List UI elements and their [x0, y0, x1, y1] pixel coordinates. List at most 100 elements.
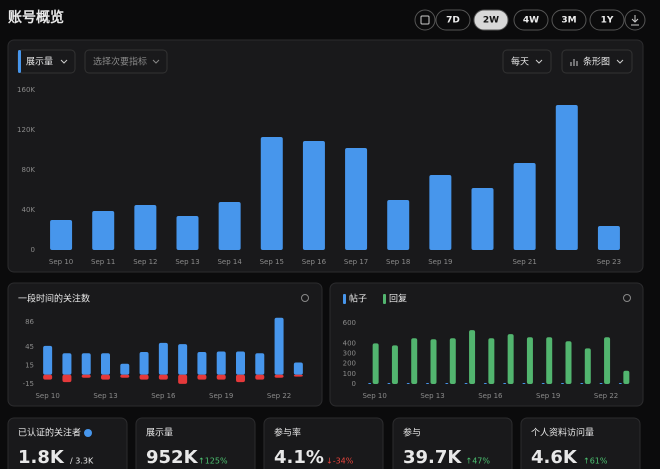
- secondary-metric-select[interactable]: 选择次要指标: [84, 49, 168, 74]
- legend-label: 回复: [389, 293, 407, 305]
- y-tick-label: 15: [25, 362, 34, 370]
- bar: [101, 353, 110, 375]
- bar: [302, 141, 325, 250]
- bar: [597, 226, 620, 250]
- bar: [197, 374, 207, 380]
- bar: [469, 330, 476, 384]
- bar: [274, 317, 284, 375]
- bar: [81, 374, 91, 378]
- interval-select[interactable]: 每天: [502, 49, 552, 74]
- bar: [50, 220, 73, 250]
- bar: [134, 205, 157, 250]
- bar: [430, 339, 437, 384]
- range-label: 3M: [561, 16, 576, 26]
- bar: [561, 383, 564, 384]
- bar: [464, 383, 468, 384]
- bar: [618, 383, 622, 384]
- stat-card: 参与率 4.1% ↓-34%: [263, 417, 384, 469]
- stat-change: ↑61%: [583, 457, 608, 466]
- range-label: 4W: [523, 16, 539, 26]
- bar: [580, 383, 584, 384]
- bar: [81, 353, 91, 375]
- bar: [406, 383, 410, 384]
- bar: [503, 383, 507, 384]
- stat-extra: / 3.3K: [70, 457, 94, 466]
- panel-title: 一段时间的关注数: [18, 293, 90, 305]
- stat-value: 4.6K: [531, 447, 578, 468]
- range-button[interactable]: 3M: [551, 9, 587, 31]
- primary-metric-select[interactable]: 展示量: [17, 49, 76, 74]
- bar: [101, 374, 110, 380]
- bar: [120, 374, 130, 378]
- stat-card-bg: [263, 417, 384, 469]
- bar: [92, 211, 115, 250]
- y-tick-label: 120K: [17, 126, 35, 134]
- stat-card-bg: [135, 417, 256, 469]
- range-button[interactable]: 1Y: [589, 9, 625, 31]
- info-icon[interactable]: [301, 294, 309, 302]
- y-tick-label: 86: [25, 318, 34, 326]
- bar: [236, 351, 245, 375]
- legend: 帖子 回复: [343, 293, 407, 305]
- bar: [293, 374, 303, 377]
- chart-style-select[interactable]: 条形图: [561, 49, 633, 74]
- y-tick-label: 100: [343, 370, 356, 378]
- x-tick-label: Sep 17: [344, 258, 368, 266]
- bar: [260, 137, 283, 250]
- range-button[interactable]: 7D: [435, 9, 471, 31]
- stat-value: 1.8K: [18, 447, 65, 468]
- y-tick-label: 0: [352, 380, 356, 388]
- bar: [488, 338, 495, 384]
- stat-card: 已认证的关注者 1.8K / 3.3K: [7, 417, 128, 469]
- bar: [62, 353, 72, 375]
- y-tick-label: -15: [23, 380, 34, 388]
- x-tick-label: Sep 19: [428, 258, 452, 266]
- stat-label: 参与率: [274, 427, 301, 439]
- stat-card-bg: [7, 417, 128, 469]
- x-tick-label: Sep 10: [49, 258, 73, 266]
- stat-card-bg: [520, 417, 641, 469]
- x-tick-label: Sep 11: [91, 258, 115, 266]
- stat-value: 4.1%: [274, 447, 324, 468]
- range-button[interactable]: 2W: [473, 9, 509, 31]
- y-tick-label: 40K: [22, 206, 36, 214]
- bar: [139, 374, 149, 380]
- calendar-button[interactable]: [414, 9, 436, 31]
- bar: [426, 383, 429, 384]
- stat-value: 952K: [146, 447, 199, 468]
- legend-swatch: [383, 294, 386, 304]
- y-tick-label: 45: [25, 343, 34, 351]
- x-tick-label: Sep 15: [260, 258, 284, 266]
- verified-icon: [84, 429, 93, 437]
- range-button-bg: [551, 9, 587, 31]
- legend-label: 帖子: [349, 293, 367, 305]
- bar: [178, 344, 188, 375]
- download-button[interactable]: [624, 9, 646, 31]
- x-tick-label: Sep 19: [209, 392, 233, 400]
- bar: [216, 374, 226, 380]
- primary-metric: 展示量: [26, 57, 53, 68]
- stat-label: 参与: [403, 427, 421, 439]
- x-tick-label: Sep 13: [175, 258, 199, 266]
- bar: [449, 338, 456, 384]
- info-icon[interactable]: [623, 294, 631, 302]
- stat-value: 39.7K: [403, 447, 462, 468]
- x-tick-label: Sep 16: [151, 392, 176, 400]
- chart-style: 条形图: [583, 56, 610, 68]
- range-label: 7D: [446, 16, 460, 26]
- stat-change: ↑47%: [466, 457, 491, 466]
- range-button[interactable]: 4W: [513, 9, 549, 31]
- x-tick-label: Sep 10: [362, 392, 386, 400]
- bar: [429, 175, 452, 250]
- bar: [483, 383, 487, 384]
- x-tick-label: Sep 18: [386, 258, 410, 266]
- bar: [216, 351, 226, 375]
- bar: [507, 334, 514, 384]
- x-tick-label: Sep 10: [35, 392, 59, 400]
- stat-card: 个人资料访问量 4.6K ↑61%: [520, 417, 641, 469]
- x-tick-label: Sep 12: [133, 258, 157, 266]
- range-button-bg: [435, 9, 471, 31]
- bar: [513, 163, 536, 250]
